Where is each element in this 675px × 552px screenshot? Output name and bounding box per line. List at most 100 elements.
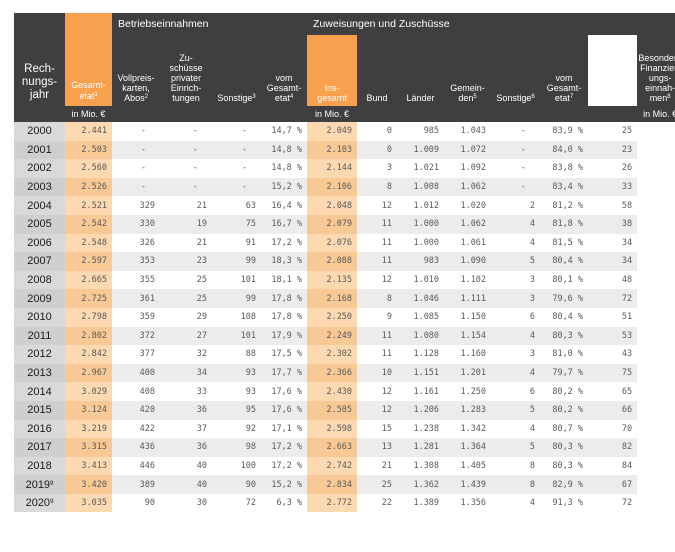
cell-year: 2007 (14, 252, 65, 271)
cell-bund: 9 (386, 312, 393, 323)
cell-bund: 12 (381, 200, 393, 211)
year-label: 2020 (25, 497, 51, 510)
header-laender: Länder (397, 35, 445, 106)
cell-year: 2000 (14, 122, 65, 141)
cell-gesamtetat: 2.967 (65, 363, 112, 383)
cell-vom-gesamtetat-1: 14,8 % (271, 163, 303, 174)
cell-vollpreis: 326 (139, 237, 155, 248)
cell-besondere: 53 (588, 326, 638, 346)
cell-year: 2003 (14, 177, 65, 197)
unit-gesamtetat: in Mio. € (65, 106, 112, 122)
cell-insgesamt: 2.135 (307, 270, 358, 290)
cell-vom-gesamtetat-1: 17,7 % (261, 363, 308, 383)
cell-besondere: 82 (588, 438, 638, 457)
cell-gesamtetat: 3.219 (65, 419, 112, 439)
cell-gesamtetat: 2.503 (65, 140, 112, 160)
unit-betrieb-empty (112, 106, 308, 122)
cell-vollpreis: 90 (144, 498, 155, 509)
cell-sonstige-1: - (241, 163, 247, 174)
cell-gemeinden: 1.043 (460, 126, 487, 137)
header-gemeinden: Gemein- den5 (444, 35, 492, 106)
table-row: 2018 3.413 446 40 100 17,2 % 2.742 21 1.308 1.405… (14, 456, 675, 476)
cell-sonstige-1: 99 (212, 252, 261, 271)
year-label: 2006 (27, 236, 52, 249)
cell-vollpreis: 400 (112, 363, 160, 383)
cell-zuschuesse: 21 (196, 200, 207, 211)
cell-besondere: 51 (621, 312, 633, 323)
footnote-marker: 8 (667, 94, 671, 100)
cell-gesamtetat: 3.029 (65, 382, 112, 401)
cell-insgesamt: 2.834 (307, 475, 358, 494)
cell-gemeinden: 1.356 (460, 498, 487, 509)
cell-vom-gesamtetat-2: 81,0 % (552, 349, 584, 360)
unit-empty (14, 106, 65, 122)
cell-vom-gesamtetat-1: 17,1 % (271, 423, 303, 434)
cell-zuschuesse: 21 (196, 237, 207, 248)
year-label: 2009 (27, 292, 52, 305)
cell-vom-gesamtetat-2: 79,6 % (540, 289, 589, 308)
table-row: 2010 2.798 359 29 108 17,8 % 2.250 9 1.085 1.150 6… (14, 307, 675, 327)
cell-sonstige-1: 92 (245, 423, 256, 434)
cell-sonstige-1: 91 (245, 237, 256, 248)
year-label: 2003 (27, 181, 52, 194)
cell-zuschuesse: - (160, 177, 212, 197)
cell-gesamtetat: 3.315 (65, 438, 112, 457)
cell-laender: 1.206 (397, 400, 445, 420)
cell-year: 2018 (14, 456, 65, 476)
header-gesamtetat-label: Gesamt- etat (71, 80, 106, 101)
cell-bund: 0 (357, 140, 398, 160)
cell-year: 2011 (14, 326, 65, 346)
cell-gesamtetat: 2.802 (65, 326, 112, 346)
cell-vom-gesamtetat-2: 80,3 % (540, 438, 589, 457)
year-label: 2002 (27, 162, 52, 175)
year-label: 2004 (27, 199, 52, 212)
cell-bund: 0 (386, 126, 393, 137)
cell-gemeinden: 1.342 (460, 423, 487, 434)
cell-besondere: 25 (621, 126, 633, 137)
cell-zuschuesse: 29 (196, 312, 207, 323)
table-row: 2013 2.967 400 34 93 17,7 % 2.366 10 1.151 1.201 4… (14, 363, 675, 383)
cell-vollpreis: 355 (139, 275, 155, 286)
cell-laender: 1.000 (413, 237, 440, 248)
cell-insgesamt: 2.048 (307, 196, 358, 215)
cell-gesamtetat: 2.597 (65, 252, 112, 271)
cell-gesamtetat: 2.548 (65, 233, 112, 253)
cell-sonstige-2: 4 (529, 498, 536, 509)
cell-vom-gesamtetat-1: 17,6 % (271, 386, 303, 397)
cell-vollpreis: 330 (112, 214, 160, 234)
cell-vollpreis: - (140, 163, 146, 174)
header-gemeinden-label: Gemein- den (450, 83, 485, 103)
table-row: 20209 3.035 90 30 72 6,3 % 2.772 22 1.389 1.356 4 9… (14, 493, 675, 513)
cell-gemeinden: 1.102 (460, 275, 487, 286)
year-label: 2016 (27, 422, 52, 435)
cell-laender: 983 (397, 252, 445, 271)
header-gesamtetat: Gesamt- etat1 (65, 13, 112, 106)
cell-besondere: 33 (588, 177, 638, 197)
cell-gesamtetat: 2.542 (65, 214, 112, 234)
cell-year: 2002 (14, 159, 65, 178)
cell-bund: 21 (381, 460, 393, 471)
cell-vollpreis: 420 (112, 400, 160, 420)
cell-sonstige-2: - (491, 140, 541, 160)
table-row: 2011 2.802 372 27 101 17,9 % 2.249 11 1.080 1.154… (14, 326, 675, 346)
cell-gemeinden: 1.061 (460, 237, 487, 248)
cell-sonstige-1: - (241, 126, 247, 137)
table-row: 2000 2.441 - - - 14,7 % 2.049 0 985 1.043 - 83,9 % 2… (14, 122, 675, 141)
cell-besondere: 72 (621, 498, 633, 509)
cell-zuschuesse: 40 (160, 475, 212, 494)
footnote-marker: 2 (144, 94, 148, 100)
cell-sonstige-2: 4 (529, 423, 536, 434)
cell-vom-gesamtetat-2: 79,7 % (540, 363, 589, 383)
header-vom-gesamtetat-1-label: vom Gesamt- etat (266, 73, 302, 103)
cell-laender: 985 (423, 126, 440, 137)
table-body: 2000 2.441- - -14,7 % 2.049 0 985 1.043-83,9 % 2… (14, 122, 675, 513)
cell-sonstige-1: 95 (212, 400, 261, 420)
cell-insgesamt: 2.079 (307, 214, 358, 234)
cell-gemeinden: 1.020 (460, 200, 487, 211)
header-vom-gesamtetat-2-label: vom Gesamt- etat (546, 73, 582, 103)
cell-sonstige-1: 101 (212, 326, 261, 346)
cell-gemeinden: 1.283 (444, 400, 492, 420)
cell-gemeinden: 1.154 (444, 326, 492, 346)
cell-sonstige-1: - (212, 140, 261, 160)
